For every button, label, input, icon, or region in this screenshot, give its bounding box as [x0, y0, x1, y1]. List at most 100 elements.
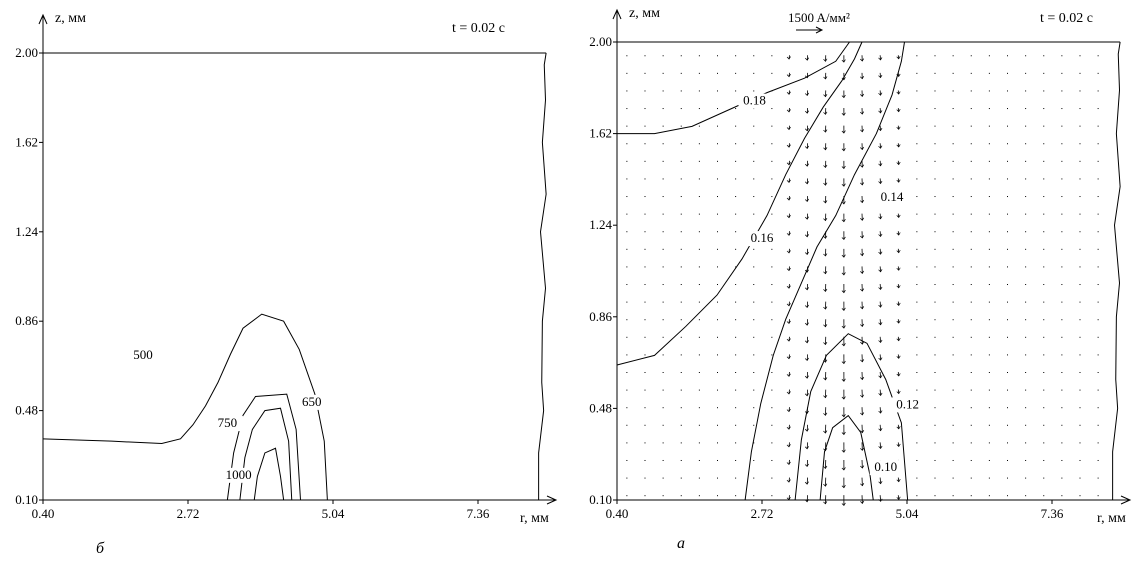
current-vector-dot	[916, 108, 918, 110]
current-vector-head	[878, 127, 883, 132]
current-vector-dot	[1079, 125, 1081, 127]
current-vector-dot	[916, 319, 918, 321]
current-vector-dot	[662, 266, 664, 268]
current-vector-dot	[1043, 108, 1045, 110]
current-vector-head	[786, 285, 791, 289]
current-vector-dot	[916, 55, 918, 57]
current-vector-head	[878, 304, 883, 308]
current-vector-dot	[662, 213, 664, 215]
current-vector-head	[786, 215, 791, 219]
current-vector-dot	[626, 477, 628, 479]
current-vector-dot	[1061, 108, 1063, 110]
current-vector	[897, 301, 900, 306]
current-vector-head	[841, 467, 846, 471]
current-vector-dot	[988, 336, 990, 338]
current-vector-head	[878, 481, 883, 485]
current-vector-dot	[644, 319, 646, 321]
current-vector-dot	[988, 284, 990, 286]
current-vector-head	[786, 109, 791, 113]
contour-label: 0.12	[896, 396, 919, 411]
current-vector	[897, 424, 900, 429]
current-vector	[879, 407, 882, 414]
current-vector-dot	[771, 389, 773, 391]
current-vector-head	[804, 410, 809, 415]
y-axis-arrow	[38, 13, 48, 25]
current-vector-head	[804, 481, 809, 485]
current-vector-dot	[1025, 55, 1027, 57]
current-vector-dot	[662, 90, 664, 92]
current-vector-dot	[1043, 72, 1045, 74]
current-vector-dot	[934, 231, 936, 233]
current-vector-dot	[680, 178, 682, 180]
current-vector-dot	[1061, 90, 1063, 92]
current-vector-head	[841, 254, 846, 258]
current-vector-dot	[1097, 284, 1099, 286]
current-vector-dot	[1097, 477, 1099, 479]
current-vector-head	[841, 360, 846, 365]
current-vector-head	[878, 428, 883, 432]
x-tick-label: 7.36	[467, 506, 490, 521]
current-vector-head	[804, 198, 810, 203]
scale-arrow-label: 1500 A/мм²	[788, 10, 850, 25]
current-vector-head	[823, 501, 828, 505]
current-vector-head	[878, 445, 883, 449]
current-vector-dot	[644, 108, 646, 110]
current-vector-dot	[1079, 213, 1081, 215]
current-vector-dot	[698, 160, 700, 162]
current-vector-head	[841, 485, 846, 489]
current-vector-dot	[662, 196, 664, 198]
current-vector-dot	[1025, 424, 1027, 426]
current-vector-dot	[717, 284, 718, 286]
current-vector-dot	[771, 72, 773, 74]
current-vector-dot	[717, 407, 718, 409]
current-vector-head	[878, 357, 883, 361]
current-vector	[879, 495, 882, 502]
current-vector-head	[804, 92, 810, 97]
contour-line	[744, 41, 905, 501]
current-vector-dot	[1025, 442, 1027, 444]
current-vector-dot	[934, 143, 936, 145]
current-vector-dot	[644, 213, 646, 215]
current-vector-dot	[662, 160, 664, 162]
current-vector-dot	[662, 231, 664, 233]
current-vector-dot	[970, 301, 972, 303]
current-vector-dot	[753, 160, 755, 162]
current-vector-dot	[1061, 389, 1063, 391]
current-vector-dot	[644, 125, 646, 127]
current-vector-dot	[680, 372, 682, 374]
current-vector-dot	[753, 336, 755, 338]
current-vector-dot	[1079, 495, 1081, 497]
current-vector-dot	[1025, 495, 1027, 497]
current-vector-head	[841, 201, 846, 205]
current-vector-head	[860, 412, 865, 416]
y-tick-label: 1.62	[589, 126, 612, 141]
chart-panel-b: 0.40 2.72 5.04 7.36 0.10 0.48 0.86 1.24 1.62 2.00…	[15, 11, 558, 557]
current-vector-dot	[662, 424, 664, 426]
current-vector-head	[823, 306, 828, 310]
current-vector-head	[878, 269, 883, 273]
current-vector-dot	[1061, 178, 1063, 180]
current-vector-dot	[771, 108, 773, 110]
current-vector-dot	[988, 231, 990, 233]
y-tick-label: 0.86	[15, 313, 38, 328]
current-vector-head	[804, 145, 810, 150]
current-vector-dot	[916, 213, 918, 215]
current-vector-dot	[626, 495, 628, 497]
current-vector-dot	[1043, 143, 1045, 145]
current-vector-dot	[771, 213, 773, 215]
current-vector-dot	[1025, 319, 1027, 321]
current-vector-dot	[952, 248, 954, 250]
current-vector-head	[823, 394, 828, 399]
current-vector-dot	[735, 336, 737, 338]
current-vector-dot	[662, 72, 664, 74]
current-vector-head	[841, 325, 846, 329]
current-vector-dot	[988, 55, 990, 57]
current-vector-dot	[698, 90, 700, 92]
y-tick-label: 0.48	[15, 403, 38, 418]
current-vector-dot	[1025, 108, 1027, 110]
current-vector-dot	[1097, 108, 1099, 110]
current-vector-dot	[680, 319, 682, 321]
current-vector-head	[860, 164, 865, 168]
current-vector-dot	[626, 213, 628, 215]
current-vector-head	[896, 426, 901, 430]
